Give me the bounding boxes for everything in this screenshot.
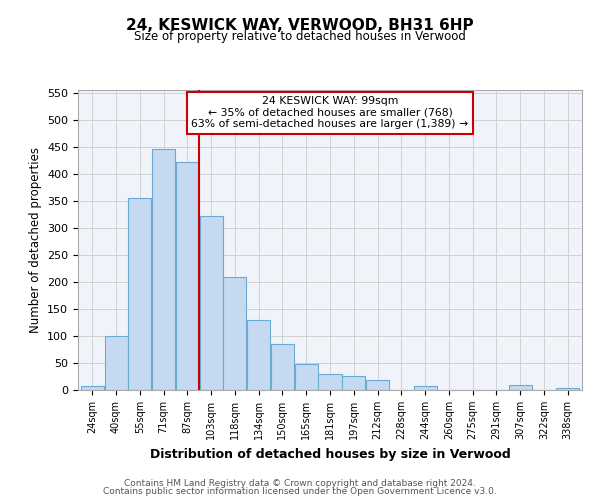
Text: Contains HM Land Registry data © Crown copyright and database right 2024.: Contains HM Land Registry data © Crown c… (124, 478, 476, 488)
Y-axis label: Number of detached properties: Number of detached properties (29, 147, 41, 333)
Bar (319, 374, 341, 390)
Bar (152, 150, 175, 390)
Bar (366, 380, 389, 390)
Bar (200, 216, 223, 390)
Bar (81, 386, 104, 390)
Bar (176, 162, 199, 390)
Text: 24, KESWICK WAY, VERWOOD, BH31 6HP: 24, KESWICK WAY, VERWOOD, BH31 6HP (126, 18, 474, 32)
Bar (104, 336, 128, 390)
Text: Size of property relative to detached houses in Verwood: Size of property relative to detached ho… (134, 30, 466, 43)
Bar (128, 198, 151, 390)
Bar (509, 384, 532, 390)
Bar (413, 386, 437, 390)
Bar (295, 364, 318, 390)
Bar (271, 344, 294, 390)
Bar (223, 277, 247, 390)
Bar (247, 320, 270, 390)
Text: Contains public sector information licensed under the Open Government Licence v3: Contains public sector information licen… (103, 487, 497, 496)
Bar (556, 388, 579, 390)
Bar (342, 376, 365, 390)
Text: 24 KESWICK WAY: 99sqm
← 35% of detached houses are smaller (768)
63% of semi-det: 24 KESWICK WAY: 99sqm ← 35% of detached … (191, 96, 469, 129)
X-axis label: Distribution of detached houses by size in Verwood: Distribution of detached houses by size … (149, 448, 511, 460)
